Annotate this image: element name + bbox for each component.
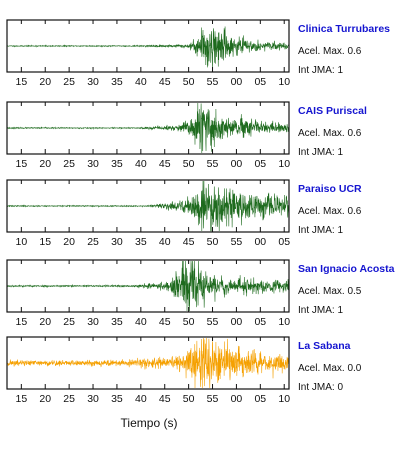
station-name: Clinica Turrubares xyxy=(298,23,390,35)
x-tick-label: 55 xyxy=(207,393,219,405)
x-tick-label: 50 xyxy=(183,158,195,170)
x-tick-label: 00 xyxy=(231,158,243,170)
max-acceleration: Acel. Max. 0.6 xyxy=(298,128,362,139)
x-tick-label: 30 xyxy=(87,158,99,170)
x-tick-label: 00 xyxy=(231,316,243,328)
jma-intensity: Int JMA: 1 xyxy=(298,147,343,158)
waveform-trace xyxy=(6,260,290,312)
x-tick-label: 40 xyxy=(135,316,147,328)
x-tick-label: 45 xyxy=(159,158,171,170)
jma-intensity: Int JMA: 1 xyxy=(298,305,343,316)
x-tick-label: 30 xyxy=(87,393,99,405)
x-tick-label: 10 xyxy=(278,76,290,88)
x-tick-label: 50 xyxy=(183,316,195,328)
panels: 15 20 25 30 35 40 45 50 55 00 05 10 Clinica Turrubar… xyxy=(6,19,395,405)
waveform-trace xyxy=(6,26,290,72)
x-tick-label: 20 xyxy=(39,393,51,405)
panel-frame xyxy=(6,179,290,233)
x-tick-label: 30 xyxy=(111,236,123,248)
x-tick-label: 05 xyxy=(254,393,266,405)
x-tick-label: 20 xyxy=(39,158,51,170)
x-tick-label: 55 xyxy=(207,316,219,328)
x-tick-label: 55 xyxy=(231,236,243,248)
panel-frame xyxy=(6,259,290,313)
x-tick-label: 40 xyxy=(135,76,147,88)
station-panel: 15 20 25 30 35 40 45 50 55 00 05 10 La Sabana Acel. M… xyxy=(6,336,362,405)
x-tick-label: 15 xyxy=(15,76,27,88)
x-tick-label: 10 xyxy=(278,158,290,170)
x-tick-label: 20 xyxy=(39,316,51,328)
waveform-trace xyxy=(6,102,290,154)
panel-frame xyxy=(6,19,290,73)
x-tick-label: 25 xyxy=(63,158,75,170)
panel-frame xyxy=(6,101,290,155)
x-tick-label: 45 xyxy=(159,316,171,328)
x-tick-label: 15 xyxy=(15,158,27,170)
x-tick-label: 35 xyxy=(135,236,147,248)
waveform-trace xyxy=(6,337,290,389)
x-tick-label: 25 xyxy=(63,76,75,88)
x-tick-label: 10 xyxy=(15,236,27,248)
station-panel: 15 20 25 30 35 40 45 50 55 00 05 10 Clinica Turrubar… xyxy=(6,19,390,88)
x-tick-label: 45 xyxy=(159,76,171,88)
x-tick-label: 55 xyxy=(207,158,219,170)
x-tick-label: 25 xyxy=(63,316,75,328)
station-panel: 15 20 25 30 35 40 45 50 55 00 05 10 CAIS Puriscal Ace… xyxy=(6,101,367,170)
x-tick-label: 40 xyxy=(159,236,171,248)
x-tick-label: 00 xyxy=(231,393,243,405)
x-tick-label: 50 xyxy=(183,76,195,88)
x-tick-label: 30 xyxy=(87,316,99,328)
x-tick-label: 20 xyxy=(63,236,75,248)
panel-frame xyxy=(6,336,290,390)
max-acceleration: Acel. Max. 0.6 xyxy=(298,206,362,217)
x-tick-label: 35 xyxy=(111,393,123,405)
x-tick-label: 35 xyxy=(111,316,123,328)
x-tick-label: 15 xyxy=(15,316,27,328)
x-tick-label: 25 xyxy=(63,393,75,405)
station-panel: 15 20 25 30 35 40 45 50 55 00 05 10 San Ignacio Acos… xyxy=(6,259,395,328)
x-tick-label: 00 xyxy=(231,76,243,88)
x-tick-label: 45 xyxy=(183,236,195,248)
x-tick-label: 10 xyxy=(278,316,290,328)
jma-intensity: Int JMA: 0 xyxy=(298,382,343,393)
x-tick-label: 30 xyxy=(87,76,99,88)
max-acceleration: Acel. Max. 0.5 xyxy=(298,286,362,297)
x-tick-label: 40 xyxy=(135,158,147,170)
station-panel: 10 15 20 25 30 35 40 45 50 55 00 05 Paraiso UCR Acel.… xyxy=(6,179,362,248)
x-tick-label: 15 xyxy=(39,236,51,248)
x-tick-label: 20 xyxy=(39,76,51,88)
x-tick-label: 05 xyxy=(254,76,266,88)
jma-intensity: Int JMA: 1 xyxy=(298,65,343,76)
x-tick-label: 05 xyxy=(278,236,290,248)
station-name: San Ignacio Acosta xyxy=(298,263,395,275)
x-tick-label: 35 xyxy=(111,76,123,88)
jma-intensity: Int JMA: 1 xyxy=(298,225,343,236)
x-tick-label: 50 xyxy=(207,236,219,248)
waveform-trace xyxy=(6,180,290,232)
max-acceleration: Acel. Max. 0.0 xyxy=(298,363,362,374)
x-tick-label: 40 xyxy=(135,393,147,405)
x-tick-label: 05 xyxy=(254,316,266,328)
x-tick-label: 25 xyxy=(87,236,99,248)
x-tick-label: 45 xyxy=(159,393,171,405)
x-tick-label: 00 xyxy=(254,236,266,248)
x-tick-label: 50 xyxy=(183,393,195,405)
station-name: CAIS Puriscal xyxy=(298,105,367,117)
x-axis-label: Tiempo (s) xyxy=(121,416,178,430)
x-tick-label: 10 xyxy=(278,393,290,405)
x-tick-label: 55 xyxy=(207,76,219,88)
x-tick-label: 35 xyxy=(111,158,123,170)
station-name: Paraiso UCR xyxy=(298,183,362,195)
x-tick-label: 05 xyxy=(254,158,266,170)
x-tick-label: 15 xyxy=(15,393,27,405)
max-acceleration: Acel. Max. 0.6 xyxy=(298,46,362,57)
station-name: La Sabana xyxy=(298,340,351,352)
